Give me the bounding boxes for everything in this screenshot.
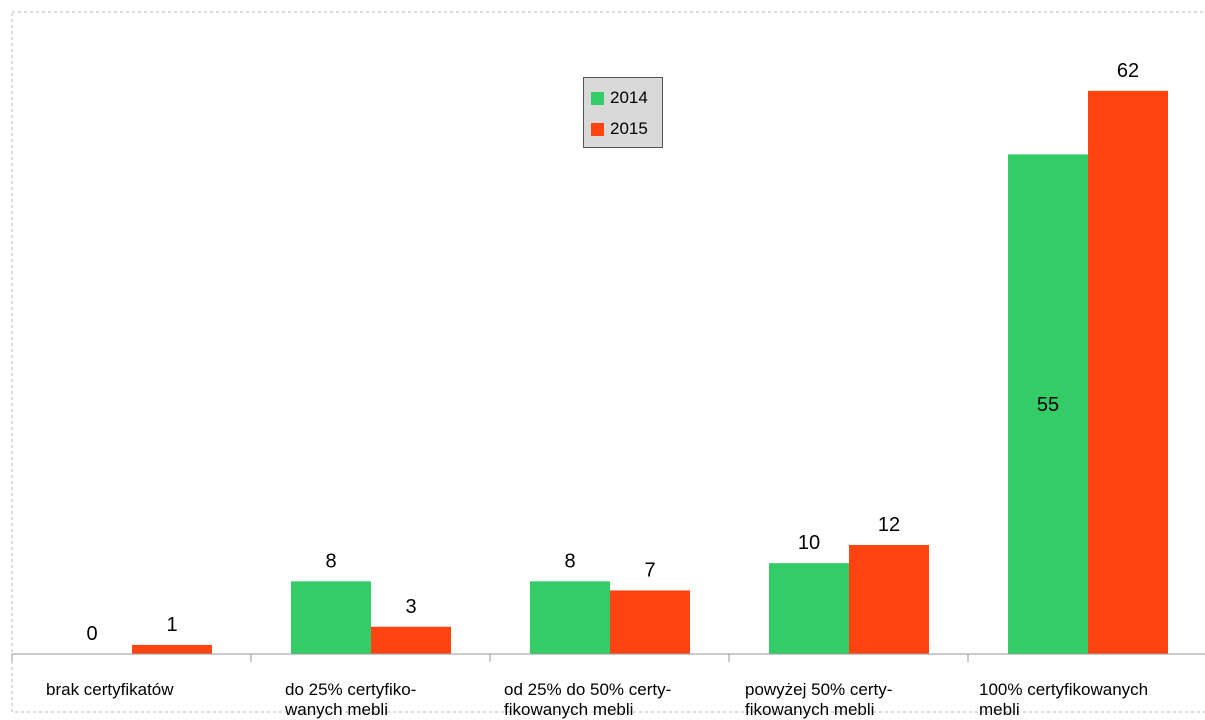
category-label-1: do 25% certyfiko- wanych mebli (285, 680, 417, 719)
bar-2015-4 (1088, 90, 1168, 655)
legend-swatch-2015 (591, 122, 604, 136)
x-axis (11, 653, 1205, 662)
bar-2015-2 (610, 590, 690, 654)
legend-item-2014: 2014 (591, 87, 648, 109)
bar-2015-3 (849, 545, 929, 654)
value-label-2014-4: 55 (1037, 394, 1059, 416)
bar-2014-2 (530, 581, 610, 654)
bar-2015-1 (371, 626, 451, 654)
legend-label-2014: 2014 (610, 88, 648, 107)
value-labels-group: 0 1 8 3 8 7 10 12 55 62 (86, 60, 1139, 645)
value-label-2015-2: 7 (644, 559, 655, 581)
legend-item-2015: 2015 (591, 118, 648, 140)
value-label-2015-1: 3 (405, 596, 416, 618)
category-label-4: 100% certyfikowanych mebli (979, 680, 1149, 719)
bar-2014-4 (1008, 154, 1088, 654)
value-label-2014-3: 10 (798, 532, 820, 554)
category-label-3: powyżej 50% certy- fikowanych mebli (745, 680, 893, 719)
value-label-2015-0: 1 (166, 614, 177, 636)
plot-border (11, 11, 1205, 713)
legend-label-2015: 2015 (610, 119, 648, 138)
category-label-0: brak certyfikatów (46, 680, 174, 699)
value-label-2015-3: 12 (878, 514, 900, 536)
legend-swatch-2014 (591, 91, 604, 105)
bar-2015-0 (132, 644, 212, 654)
bars-group (132, 90, 1168, 655)
value-label-2015-4: 62 (1117, 60, 1139, 82)
bar-2014-3 (769, 563, 849, 654)
value-label-2014-1: 8 (325, 550, 336, 572)
bar-2014-1 (291, 581, 371, 654)
value-label-2014-0: 0 (86, 623, 97, 645)
category-label-2: od 25% do 50% certy- fikowanych mebli (504, 680, 672, 719)
value-label-2014-2: 8 (564, 550, 575, 572)
legend: 2014 2015 (583, 77, 663, 148)
